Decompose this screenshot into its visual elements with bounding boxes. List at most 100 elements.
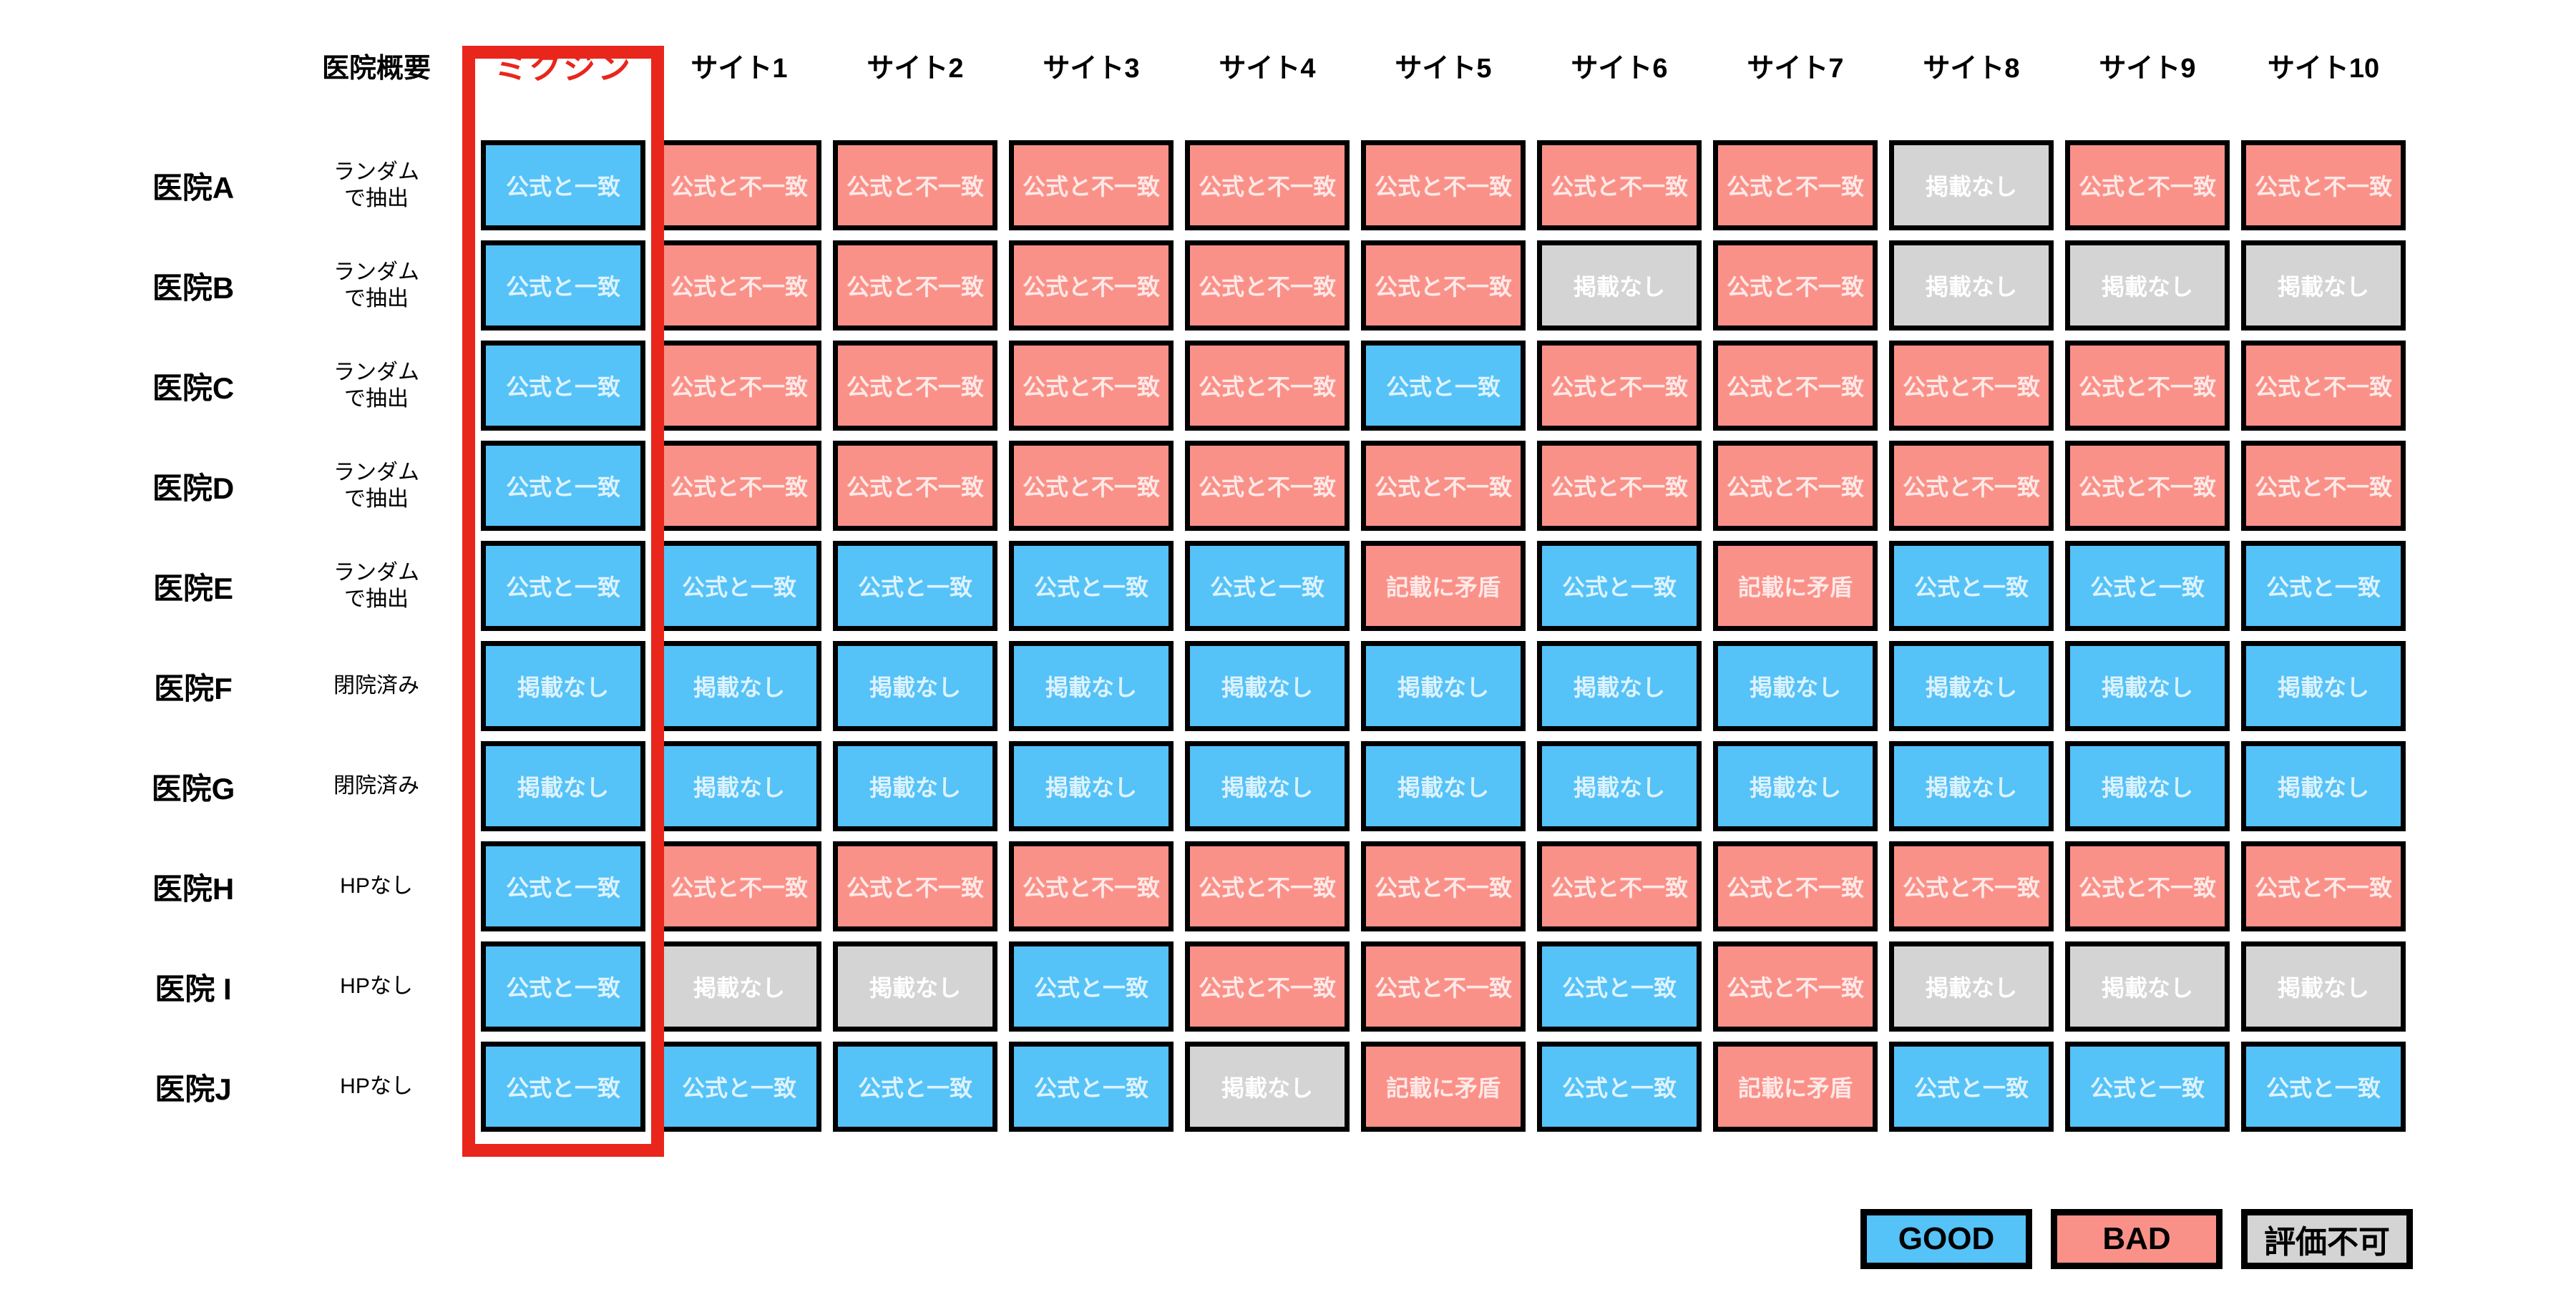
row-label-5: 医院E xyxy=(152,571,233,605)
cell-row8-col1: 公式と一致 xyxy=(481,841,645,931)
cell-row9-col11: 掲載なし xyxy=(2241,941,2406,1032)
cell-row8-col7: 公式と不一致 xyxy=(1537,841,1702,931)
cell-row3-col10: 公式と不一致 xyxy=(2065,341,2230,431)
cell-row3-col7: 公式と不一致 xyxy=(1537,341,1702,431)
cell-row10-col2: 公式と一致 xyxy=(657,1042,821,1132)
column-header-overview: 医院概要 xyxy=(321,53,431,84)
cell-row3-col8: 公式と不一致 xyxy=(1713,341,1878,431)
cell-row8-col2: 公式と不一致 xyxy=(657,841,821,931)
column-header-site-2: サイト2 xyxy=(867,53,964,84)
cell-row9-col8: 公式と不一致 xyxy=(1713,941,1878,1032)
cell-row9-col1: 公式と一致 xyxy=(481,941,645,1032)
row-label-2: 医院B xyxy=(152,270,235,305)
cell-row6-col9: 掲載なし xyxy=(1889,641,2054,731)
cell-row8-col5: 公式と不一致 xyxy=(1185,841,1350,931)
cell-row2-col8: 公式と不一致 xyxy=(1713,240,1878,331)
cell-row2-col6: 公式と不一致 xyxy=(1361,240,1526,331)
cell-row3-col1: 公式と一致 xyxy=(481,341,645,431)
column-header-site-4: サイト4 xyxy=(1219,53,1316,84)
cell-row1-col10: 公式と不一致 xyxy=(2065,140,2230,230)
cell-row3-col6: 公式と一致 xyxy=(1361,341,1526,431)
column-header-site-1: サイト1 xyxy=(691,53,788,84)
cell-row5-col11: 公式と一致 xyxy=(2241,541,2406,631)
row-label-8: 医院H xyxy=(152,871,235,906)
cell-row10-col9: 公式と一致 xyxy=(1889,1042,2054,1132)
cell-row2-col10: 掲載なし xyxy=(2065,240,2230,331)
cell-row4-col1: 公式と一致 xyxy=(481,441,645,531)
cell-row7-col2: 掲載なし xyxy=(657,741,821,831)
cell-row8-col10: 公式と不一致 xyxy=(2065,841,2230,931)
cell-row1-col5: 公式と不一致 xyxy=(1185,140,1350,230)
cell-row9-col6: 公式と不一致 xyxy=(1361,941,1526,1032)
cell-row5-col5: 公式と一致 xyxy=(1185,541,1350,631)
cell-row5-col3: 公式と一致 xyxy=(833,541,997,631)
cell-row1-col11: 公式と不一致 xyxy=(2241,140,2406,230)
cell-row1-col6: 公式と不一致 xyxy=(1361,140,1526,230)
cell-row5-col8: 記載に矛盾 xyxy=(1713,541,1878,631)
cell-row7-col8: 掲載なし xyxy=(1713,741,1878,831)
row-label-10: 医院J xyxy=(155,1072,232,1106)
cell-row1-col8: 公式と不一致 xyxy=(1713,140,1878,230)
cell-row3-col4: 公式と不一致 xyxy=(1009,341,1174,431)
cell-row1-col1: 公式と一致 xyxy=(481,140,645,230)
legend-item-na: 評価不可 xyxy=(2241,1209,2413,1269)
cell-row6-col4: 掲載なし xyxy=(1009,641,1174,731)
row-description-9: HPなし xyxy=(340,974,413,999)
cell-row4-col11: 公式と不一致 xyxy=(2241,441,2406,531)
column-header-site-8: サイト8 xyxy=(1923,53,2020,84)
cell-row4-col7: 公式と不一致 xyxy=(1537,441,1702,531)
cell-row1-col2: 公式と不一致 xyxy=(657,140,821,230)
row-label-1: 医院A xyxy=(152,170,235,205)
row-description-4: ランダム で抽出 xyxy=(333,460,419,512)
cell-row5-col7: 公式と一致 xyxy=(1537,541,1702,631)
cell-row2-col2: 公式と不一致 xyxy=(657,240,821,331)
cell-row7-col5: 掲載なし xyxy=(1185,741,1350,831)
column-header-mikujin: ミクジン xyxy=(494,49,632,86)
row-label-3: 医院C xyxy=(152,371,235,405)
cell-row5-col6: 記載に矛盾 xyxy=(1361,541,1526,631)
column-header-site-6: サイト6 xyxy=(1571,53,1668,84)
cell-row6-col10: 掲載なし xyxy=(2065,641,2230,731)
cell-row10-col11: 公式と一致 xyxy=(2241,1042,2406,1132)
comparison-grid: 医院概要 ミクジン サイト1 サイト2 サイト3 サイト4 サイト5 サイト6 サイト7 サイ… xyxy=(114,0,2406,1132)
cell-row6-col6: 掲載なし xyxy=(1361,641,1526,731)
cell-row6-col5: 掲載なし xyxy=(1185,641,1350,731)
cell-row6-col3: 掲載なし xyxy=(833,641,997,731)
column-header-site-7: サイト7 xyxy=(1747,53,1844,84)
cell-row4-col5: 公式と不一致 xyxy=(1185,441,1350,531)
cell-row5-col4: 公式と一致 xyxy=(1009,541,1174,631)
cell-row10-col8: 記載に矛盾 xyxy=(1713,1042,1878,1132)
cell-row7-col9: 掲載なし xyxy=(1889,741,2054,831)
cell-row1-col9: 掲載なし xyxy=(1889,140,2054,230)
row-description-5: ランダム で抽出 xyxy=(333,560,419,612)
cell-row3-col9: 公式と不一致 xyxy=(1889,341,2054,431)
cell-row10-col7: 公式と一致 xyxy=(1537,1042,1702,1132)
column-header-site-9: サイト9 xyxy=(2099,53,2196,84)
cell-row7-col10: 掲載なし xyxy=(2065,741,2230,831)
cell-row1-col3: 公式と不一致 xyxy=(833,140,997,230)
cell-row7-col3: 掲載なし xyxy=(833,741,997,831)
column-header-site-10: サイト10 xyxy=(2267,53,2380,84)
legend-item-bad: BAD xyxy=(2051,1209,2223,1269)
cell-row6-col11: 掲載なし xyxy=(2241,641,2406,731)
column-header-site-5: サイト5 xyxy=(1395,53,1492,84)
row-label-6: 医院F xyxy=(154,671,233,705)
cell-row2-col9: 掲載なし xyxy=(1889,240,2054,331)
cell-row2-col3: 公式と不一致 xyxy=(833,240,997,331)
cell-row1-col7: 公式と不一致 xyxy=(1537,140,1702,230)
cell-row10-col10: 公式と一致 xyxy=(2065,1042,2230,1132)
cell-row9-col5: 公式と不一致 xyxy=(1185,941,1350,1032)
cell-row10-col5: 掲載なし xyxy=(1185,1042,1350,1132)
cell-row8-col4: 公式と不一致 xyxy=(1009,841,1174,931)
cell-row7-col7: 掲載なし xyxy=(1537,741,1702,831)
cell-row4-col9: 公式と不一致 xyxy=(1889,441,2054,531)
cell-row8-col11: 公式と不一致 xyxy=(2241,841,2406,931)
cell-row2-col11: 掲載なし xyxy=(2241,240,2406,331)
row-description-3: ランダム で抽出 xyxy=(333,360,419,411)
legend-item-good: GOOD xyxy=(1860,1209,2032,1269)
row-label-9: 医院 I xyxy=(155,972,232,1006)
cell-row3-col11: 公式と不一致 xyxy=(2241,341,2406,431)
cell-row10-col3: 公式と一致 xyxy=(833,1042,997,1132)
cell-row4-col2: 公式と不一致 xyxy=(657,441,821,531)
cell-row7-col4: 掲載なし xyxy=(1009,741,1174,831)
